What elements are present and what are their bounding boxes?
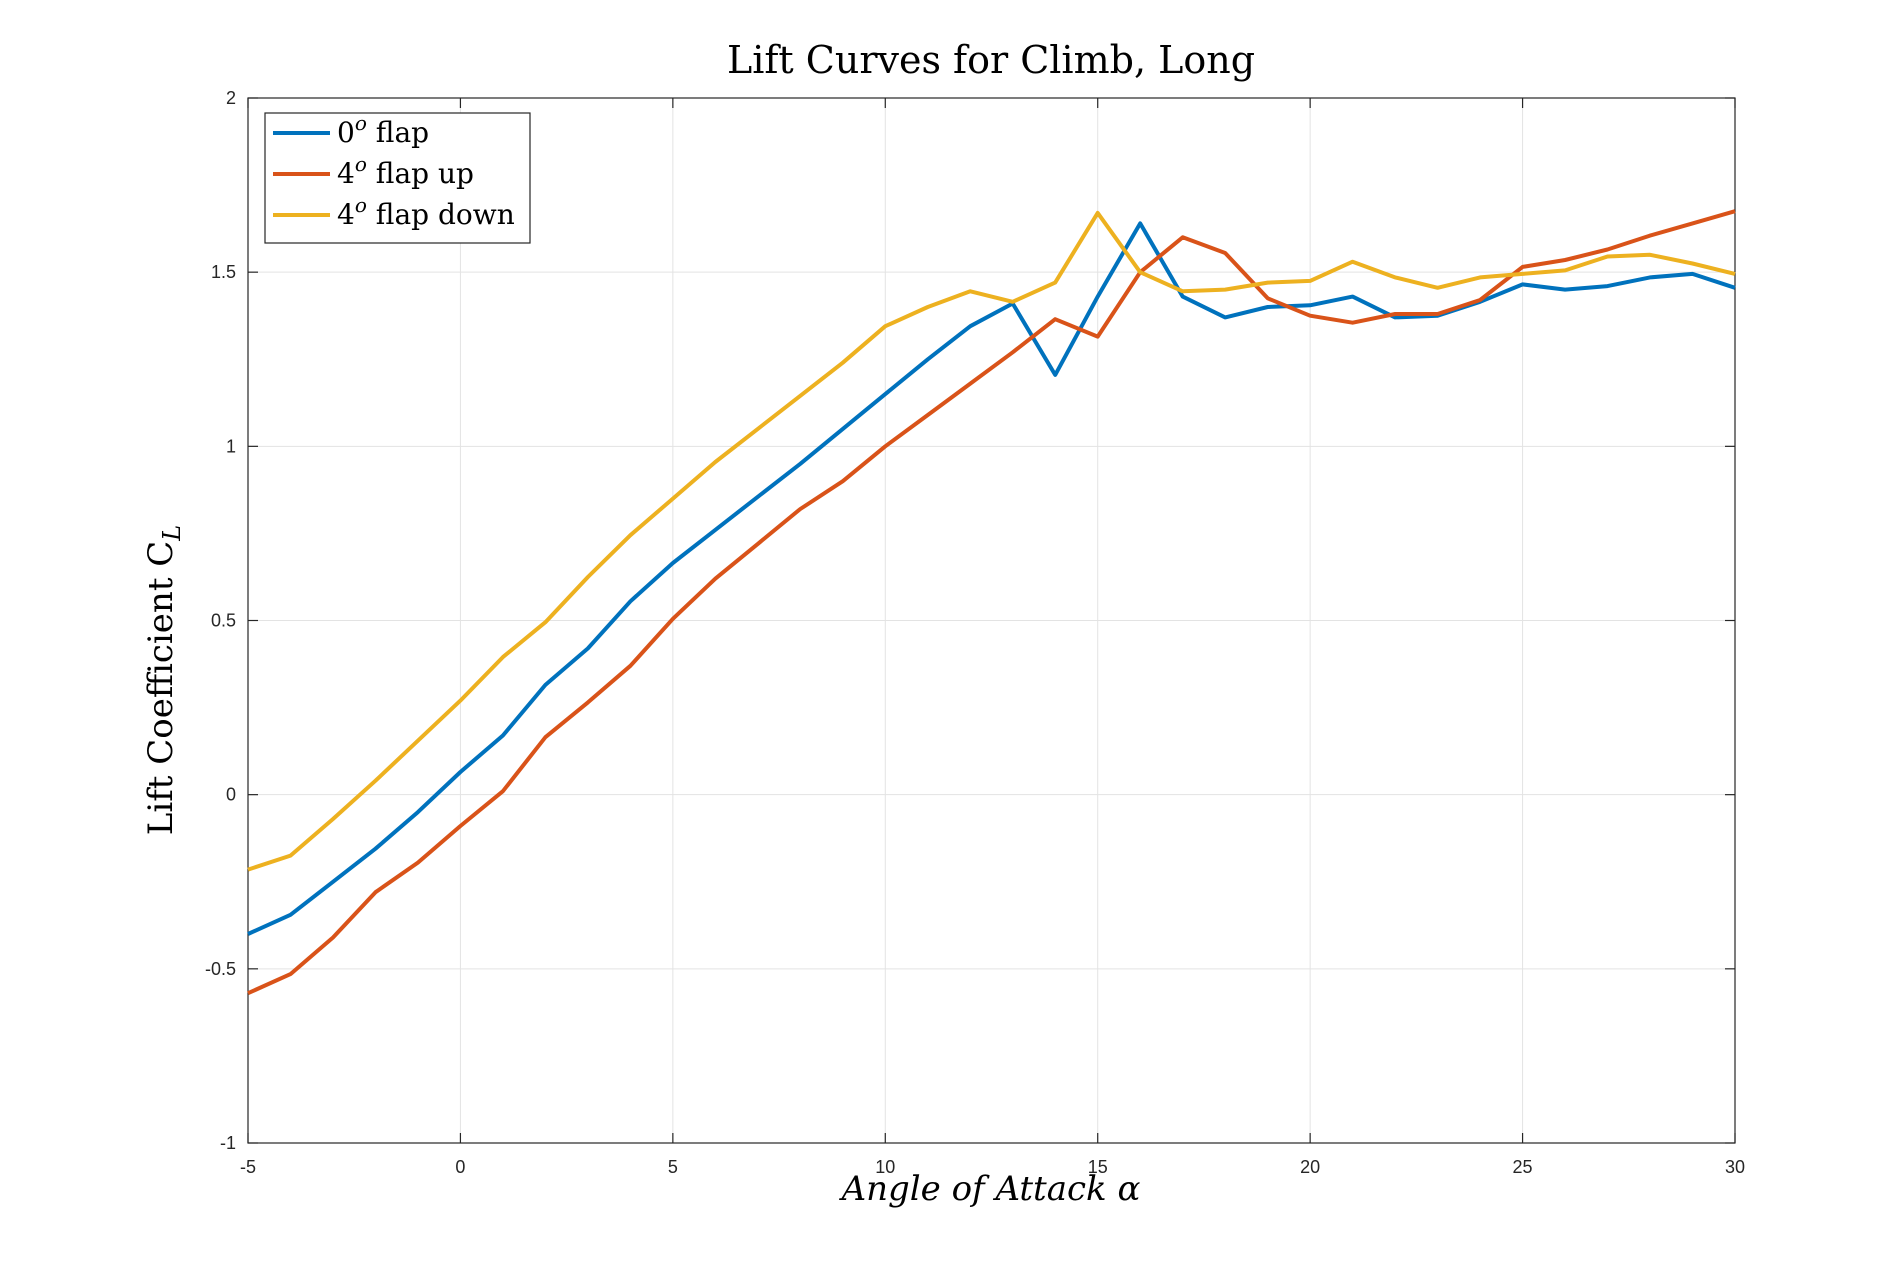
legend-entry-0: 0o flap [337,111,429,149]
x-tick-label: 25 [1513,1157,1533,1177]
legend-entry-number: 4 [337,198,355,231]
y-tick-label: -0.5 [205,959,236,979]
x-tick-label: 10 [875,1157,895,1177]
x-tick-label: 30 [1725,1157,1745,1177]
legend-entry-1: 4o flap up [337,152,474,190]
y-tick-label: 1 [226,436,236,456]
legend-entry-2: 4o flap down [337,193,515,231]
series-line-0 [247,221,1736,936]
y-axis-label-subscript: L [158,525,186,542]
legend-entry-degree: o [355,193,367,217]
legend-entry-number: 0 [337,116,355,149]
x-tick-label: 0 [455,1157,465,1177]
y-tick-label: 1.5 [211,262,236,282]
legend-entry-label: flap down [367,198,515,231]
series-line-2 [247,210,1736,872]
y-tick-label: -1 [220,1133,236,1153]
y-axis-label-main: Lift Coefficient C [141,541,181,836]
series-lines [247,209,1736,996]
x-tick-label: 15 [1088,1157,1108,1177]
y-tick-label: 0 [226,785,236,805]
y-axis-label: Lift Coefficient CL [141,525,186,836]
legend-entry-number: 4 [337,157,355,190]
y-tick-label: 0.5 [211,611,236,631]
x-tick-label: 20 [1300,1157,1320,1177]
legend-entry-label: flap [367,116,429,149]
legend-entry-degree: o [355,152,367,176]
legend-entry-degree: o [355,111,367,135]
y-tick-label: 2 [226,88,236,108]
x-tick-label: 5 [668,1157,678,1177]
legend-entry-label: flap up [367,157,474,190]
chart-title: Lift Curves for Climb, Long [727,38,1255,82]
x-axis-label: Angle of Attack α [839,1169,1141,1209]
axis-ticks: -5 0 5 10 15 20 25 30 -1 -0.5 0 0.5 1 1.5 2 [205,88,1745,1177]
series-line-1 [247,209,1736,996]
x-tick-label: -5 [240,1157,256,1177]
